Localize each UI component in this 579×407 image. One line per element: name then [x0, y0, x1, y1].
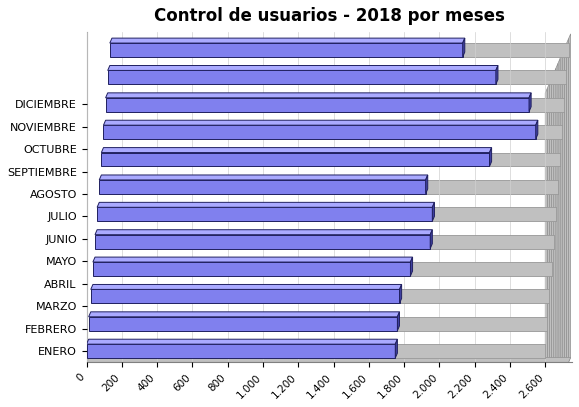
Polygon shape: [110, 38, 465, 43]
Polygon shape: [433, 207, 556, 221]
Polygon shape: [529, 93, 531, 112]
Polygon shape: [411, 262, 552, 276]
Polygon shape: [463, 43, 569, 57]
Polygon shape: [101, 148, 492, 153]
Polygon shape: [496, 70, 566, 84]
Polygon shape: [547, 83, 549, 362]
Polygon shape: [86, 339, 397, 344]
Polygon shape: [93, 257, 413, 262]
Polygon shape: [529, 98, 565, 112]
Polygon shape: [400, 289, 549, 303]
Polygon shape: [86, 357, 571, 362]
Polygon shape: [545, 88, 547, 362]
Polygon shape: [91, 284, 402, 289]
Polygon shape: [395, 344, 545, 358]
Polygon shape: [104, 125, 536, 139]
Polygon shape: [397, 312, 400, 330]
Polygon shape: [86, 344, 395, 358]
Polygon shape: [463, 43, 569, 57]
Polygon shape: [496, 70, 566, 84]
Polygon shape: [554, 68, 556, 362]
Polygon shape: [433, 207, 556, 221]
Polygon shape: [104, 120, 538, 125]
Polygon shape: [433, 202, 434, 221]
Polygon shape: [430, 230, 433, 249]
Polygon shape: [552, 73, 554, 362]
Polygon shape: [426, 180, 558, 194]
Polygon shape: [411, 262, 552, 276]
Polygon shape: [430, 235, 554, 249]
Polygon shape: [536, 125, 562, 139]
Polygon shape: [110, 43, 463, 57]
Polygon shape: [536, 120, 538, 139]
Polygon shape: [430, 235, 554, 249]
Polygon shape: [99, 175, 428, 180]
Polygon shape: [558, 59, 560, 362]
Polygon shape: [549, 78, 552, 362]
Polygon shape: [400, 289, 549, 303]
Polygon shape: [99, 180, 426, 194]
Polygon shape: [97, 202, 434, 207]
Polygon shape: [95, 235, 430, 249]
Polygon shape: [426, 180, 558, 194]
Polygon shape: [463, 38, 465, 57]
Polygon shape: [93, 262, 411, 276]
Polygon shape: [562, 49, 565, 362]
Polygon shape: [91, 289, 400, 303]
Polygon shape: [395, 339, 397, 358]
Polygon shape: [489, 148, 492, 166]
Polygon shape: [565, 44, 566, 362]
Polygon shape: [529, 98, 565, 112]
Polygon shape: [489, 153, 560, 166]
Polygon shape: [397, 317, 547, 330]
Polygon shape: [395, 344, 545, 358]
Polygon shape: [101, 153, 489, 166]
Polygon shape: [560, 54, 562, 362]
Polygon shape: [105, 93, 531, 98]
Polygon shape: [566, 39, 569, 362]
Polygon shape: [489, 153, 560, 166]
Polygon shape: [105, 98, 529, 112]
Polygon shape: [496, 66, 498, 84]
Polygon shape: [89, 317, 397, 330]
Polygon shape: [569, 34, 571, 362]
Polygon shape: [97, 207, 433, 221]
Polygon shape: [426, 175, 428, 194]
Polygon shape: [397, 317, 547, 330]
Polygon shape: [108, 66, 498, 70]
Polygon shape: [108, 70, 496, 84]
Title: Control de usuarios - 2018 por meses: Control de usuarios - 2018 por meses: [154, 7, 505, 25]
Polygon shape: [536, 125, 562, 139]
Polygon shape: [400, 284, 402, 303]
Polygon shape: [411, 257, 413, 276]
Polygon shape: [556, 63, 558, 362]
Polygon shape: [95, 230, 433, 235]
Polygon shape: [89, 312, 400, 317]
